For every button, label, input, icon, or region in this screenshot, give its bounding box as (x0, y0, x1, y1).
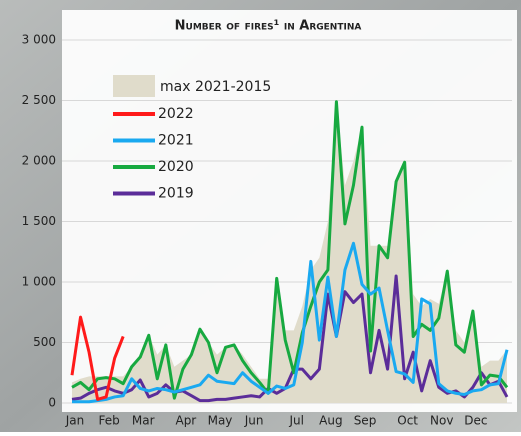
y-tick-label: 1 000 (22, 275, 56, 289)
y-tick-label: 3 000 (22, 33, 56, 47)
x-tick-label: Jul (289, 414, 304, 428)
y-tick-label: 1 500 (22, 214, 56, 228)
x-tick-label: Jun (244, 414, 264, 428)
chart-title: Number of fires¹ in Argentina (175, 19, 362, 34)
y-tick-label: 2 000 (22, 154, 56, 168)
legend-text: 2022 (158, 106, 194, 122)
legend-text: 2020 (158, 159, 194, 175)
y-tick-label: 500 (33, 335, 56, 349)
x-tick-label: Dec (464, 414, 487, 428)
x-tick-label: May (208, 414, 233, 428)
x-tick-label: Apr (175, 414, 196, 428)
chart: Number of fires¹ in Argentina 0 500 1 000 1… (0, 0, 521, 432)
y-tick-label: 2 500 (22, 93, 56, 107)
legend-swatch (113, 75, 155, 97)
page: {"chart_data": {"type": "line", "title":… (0, 0, 521, 432)
legend-text: 2021 (158, 133, 194, 149)
y-tick-label: 0 (48, 396, 56, 410)
x-tick-label: Feb (98, 414, 119, 428)
x-tick-label: Nov (430, 414, 453, 428)
x-tick-label: Oct (397, 414, 418, 428)
legend-text: max 2021-2015 (160, 79, 271, 95)
x-tick-label: Aug (319, 414, 342, 428)
x-tick-label: Sep (354, 414, 377, 428)
x-tick-label: Mar (132, 414, 155, 428)
x-tick-label: Jan (65, 414, 85, 428)
legend-text: 2019 (158, 186, 194, 202)
